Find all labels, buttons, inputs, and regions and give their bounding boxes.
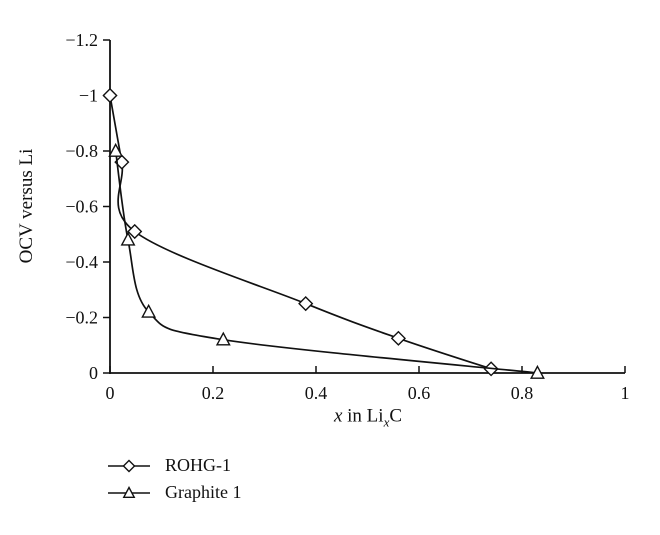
triangle-marker-icon (530, 364, 545, 379)
triangle-marker-icon (215, 331, 231, 346)
y-tick-label: −0.6 (65, 197, 98, 217)
y-tick-label: −0.2 (65, 308, 98, 328)
x-tick-label: 0.2 (202, 383, 225, 403)
x-tick-label: 1 (621, 383, 630, 403)
x-tick-label: 0.8 (511, 383, 534, 403)
y-tick-label: −0.4 (65, 252, 98, 272)
diamond-marker-icon (298, 296, 314, 312)
x-axis-label: x in LixC (334, 406, 402, 431)
x-tick-label: 0 (106, 383, 115, 403)
y-tick-label: −1 (79, 86, 98, 106)
triangle-marker-icon (108, 142, 124, 157)
diamond-marker-icon (102, 87, 118, 104)
diamond-marker-icon (127, 223, 143, 240)
y-tick-label: −1.2 (65, 30, 98, 50)
triangle-marker-icon (108, 485, 150, 498)
y-tick-label: −0.8 (65, 141, 98, 161)
diamond-marker-icon (390, 330, 406, 346)
legend-label: Graphite 1 (165, 482, 242, 502)
diamond-marker-icon (122, 459, 136, 472)
triangle-marker-icon (122, 485, 136, 498)
x-axis-label-subscript: x (383, 414, 390, 430)
legend: ROHG-1 Graphite 1 (106, 452, 241, 506)
x-axis-label-text: in Li (342, 405, 384, 427)
x-tick-label: 0.4 (305, 383, 328, 403)
y-tick-label: 0 (89, 363, 98, 383)
legend-item-graphite-1: Graphite 1 (106, 479, 241, 506)
y-axis-label: OCV versus Li (16, 148, 37, 264)
legend-item-rohg-1: ROHG-1 (106, 452, 241, 479)
x-tick-label: 0.6 (408, 383, 431, 403)
series-line-graphite-1 (114, 150, 538, 374)
triangle-marker-icon (141, 303, 157, 318)
legend-label: ROHG-1 (165, 455, 231, 475)
triangle-marker-icon (120, 231, 136, 246)
x-axis-label-end: C (389, 405, 403, 427)
x-axis-label-variable: x (333, 405, 343, 427)
diamond-marker-icon (108, 459, 150, 472)
